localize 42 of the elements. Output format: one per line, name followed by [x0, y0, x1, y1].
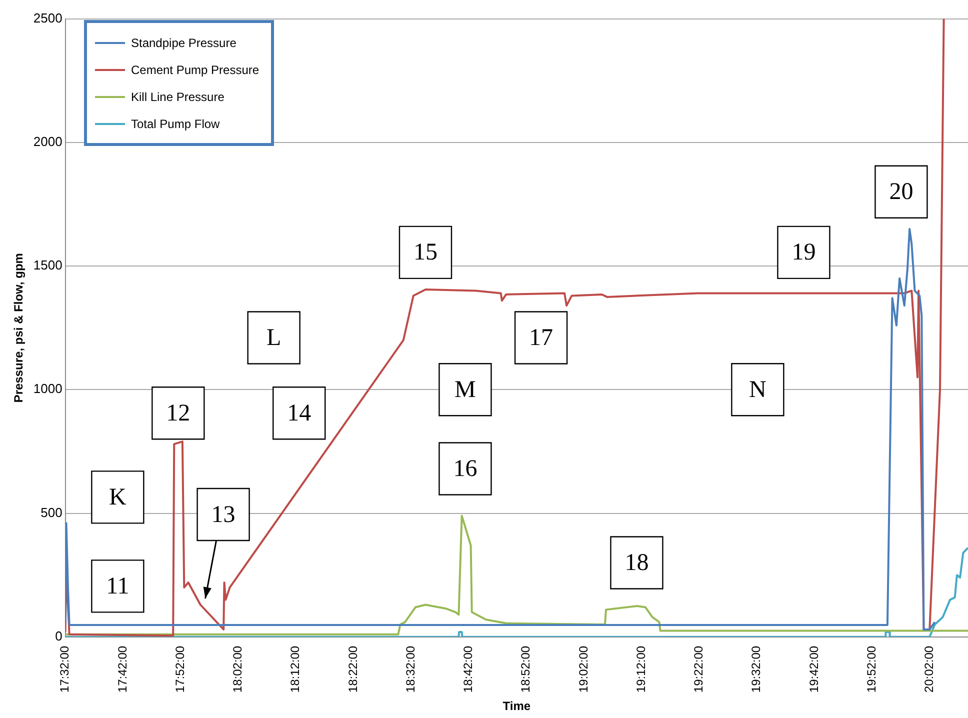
x-tick-label: 19:02:00 — [576, 646, 590, 693]
y-tick-label: 0 — [55, 628, 62, 644]
legend-label: Cement Pump Pressure — [131, 62, 260, 76]
x-tick-label: 19:22:00 — [692, 646, 706, 693]
x-tick-label: 18:22:00 — [346, 646, 360, 693]
annotation: 13 — [211, 502, 236, 528]
y-tick-label: 1500 — [33, 258, 62, 273]
annotation: 11 — [106, 574, 130, 600]
annotation: 12 — [166, 400, 190, 426]
annotation: 18 — [624, 550, 649, 576]
x-tick-label: 19:32:00 — [749, 646, 764, 693]
x-tick-label: 18:12:00 — [288, 646, 302, 693]
annotation: K — [109, 484, 128, 510]
annotation: 20 — [889, 179, 914, 206]
annotation: 16 — [453, 456, 478, 482]
x-tick-label: 17:42:00 — [115, 646, 130, 693]
y-tick-label: 500 — [40, 504, 62, 520]
x-tick-label: 17:52:00 — [172, 646, 187, 693]
y-axis-title: Pressure, psi & Flow, gpm — [12, 253, 26, 403]
x-tick-label: 19:52:00 — [864, 646, 878, 693]
x-axis-title: Time — [502, 699, 531, 714]
x-tick-label: 17:32:00 — [58, 646, 72, 693]
x-tick-label: 19:12:00 — [634, 646, 648, 693]
y-tick-label: 2500 — [33, 10, 62, 26]
x-tick-label: 18:42:00 — [461, 646, 476, 693]
annotation: M — [454, 376, 476, 403]
annotation: 17 — [529, 325, 554, 352]
x-tick-label: 19:42:00 — [806, 646, 821, 693]
x-tick-label: 18:52:00 — [518, 646, 533, 693]
annotation: L — [266, 325, 282, 352]
x-tick-label: 18:32:00 — [403, 646, 418, 693]
y-tick-label: 2000 — [33, 134, 62, 149]
annotation: N — [749, 376, 766, 403]
annotation: 19 — [792, 240, 816, 266]
annotation: 14 — [287, 400, 312, 426]
x-tick-label: 20:02:00 — [922, 646, 936, 693]
legend-label: Kill Line Pressure — [131, 90, 224, 104]
annotation: 15 — [413, 240, 438, 266]
legend-label: Standpipe Pressure — [131, 36, 236, 50]
legend-label: Total Pump Flow — [131, 116, 220, 130]
y-tick-label: 1000 — [33, 381, 62, 396]
x-tick-label: 18:02:00 — [230, 646, 245, 693]
